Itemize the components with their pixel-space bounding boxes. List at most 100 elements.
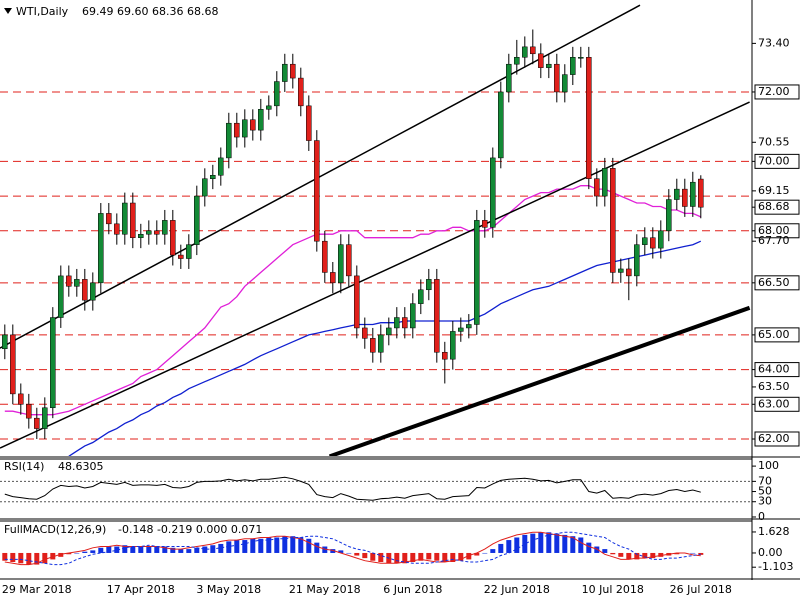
macd-values: -0.148 -0.219 0.000 0.071 <box>118 523 262 536</box>
candle-body <box>274 81 280 107</box>
macd-bar <box>106 546 112 553</box>
macd-bar <box>570 536 576 553</box>
candle-body <box>58 275 64 318</box>
y-tick-label: 63.00 <box>758 397 790 410</box>
macd-bar <box>202 546 208 553</box>
candle-body <box>346 244 352 277</box>
macd-bar <box>498 543 504 553</box>
macd-bar <box>602 549 608 553</box>
y-tick-label: 72.00 <box>758 85 790 98</box>
candle-body <box>314 140 320 242</box>
macd-bar <box>474 552 480 556</box>
candle-body <box>594 178 600 197</box>
candle-body <box>202 178 208 197</box>
moving-average <box>68 240 702 456</box>
macd-bar <box>522 534 528 553</box>
candle-body <box>290 63 296 79</box>
candle-body <box>666 199 672 232</box>
candle-body <box>466 324 472 329</box>
macd-bar <box>250 538 256 553</box>
candle-body <box>386 327 392 336</box>
candle-body <box>378 334 384 353</box>
y-tick-label: 50 <box>758 485 772 498</box>
candle-body <box>514 57 520 65</box>
candle-body <box>498 91 504 159</box>
macd-bar <box>402 552 408 564</box>
macd-bar <box>58 552 64 557</box>
macd-bar <box>50 552 56 560</box>
candle-body <box>698 178 704 208</box>
x-tick-label: 21 May 2018 <box>289 583 361 596</box>
macd-bar <box>162 546 168 553</box>
y-tick-label: 68.00 <box>758 224 790 237</box>
macd-bar <box>546 532 552 553</box>
y-tick-label: 62.00 <box>758 432 790 445</box>
y-tick-label: 1.628 <box>758 525 790 538</box>
candle-body <box>122 202 128 235</box>
y-tick-label: 70.00 <box>758 154 790 167</box>
macd-bar <box>538 532 544 553</box>
candle-body <box>282 63 288 82</box>
macd-bar <box>626 552 632 560</box>
tick-label-box <box>754 362 800 378</box>
macd-bar <box>610 552 616 555</box>
tick-label-box <box>754 275 800 291</box>
candle-body <box>26 404 32 419</box>
macd-bar <box>26 552 32 565</box>
rsi-line <box>4 476 701 501</box>
menu-triangle[interactable] <box>4 8 12 14</box>
macd-bar <box>154 546 160 553</box>
candle-body <box>242 119 248 138</box>
x-tick-label: 17 Apr 2018 <box>107 583 175 596</box>
candle-body <box>618 268 624 273</box>
macd-bar <box>578 537 584 553</box>
macd-bar <box>434 552 440 561</box>
tick-label-box <box>754 431 800 447</box>
tick-label-box <box>754 84 800 100</box>
candle-body <box>570 57 576 75</box>
macd-bar <box>674 552 680 555</box>
ohlc-values: 69.49 69.60 68.36 68.68 <box>82 5 218 18</box>
y-tick-label: 64.00 <box>758 363 790 376</box>
candle-body <box>2 334 8 350</box>
macd-bar <box>266 537 272 553</box>
candle-body <box>10 334 16 395</box>
candle-body <box>506 63 512 93</box>
macd-bar <box>554 533 560 553</box>
macd-bar <box>370 552 376 561</box>
candle-body <box>130 202 136 238</box>
candle-body <box>418 289 424 304</box>
plot-layer: 29 Mar 2018 17 Apr 2018 3 May 2018 21 May 2… <box>0 4 800 596</box>
candle-body <box>218 157 224 176</box>
candle-body <box>298 77 304 107</box>
macd-bar <box>330 549 336 553</box>
candle-body <box>258 109 264 131</box>
tick-label-box <box>754 199 800 215</box>
candle-body <box>90 282 96 301</box>
trend-line <box>0 101 750 449</box>
symbol-title: WTI,Daily <box>16 5 69 18</box>
macd-bar <box>362 552 368 559</box>
candle-body <box>338 244 344 284</box>
candle-body <box>586 57 592 179</box>
macd-bar <box>586 542 592 553</box>
macd-bar <box>530 533 536 553</box>
macd-bar <box>18 552 24 564</box>
macd-bar <box>450 552 456 562</box>
y-tick-label: 66.50 <box>758 276 790 289</box>
x-tick-label: 26 Jul 2018 <box>670 583 732 596</box>
candle-body <box>578 57 584 59</box>
candle-body <box>138 233 144 238</box>
macd-line <box>4 531 701 566</box>
macd-bar <box>458 552 464 561</box>
candle-body <box>306 105 312 141</box>
macd-bar <box>490 549 496 553</box>
macd-bar <box>650 552 656 559</box>
candle-body <box>162 220 168 235</box>
candle-body <box>690 181 696 207</box>
macd-bar <box>418 552 424 561</box>
tick-label-box <box>754 153 800 169</box>
candle-body <box>170 220 176 256</box>
y-tick-label: 70 <box>758 474 772 487</box>
